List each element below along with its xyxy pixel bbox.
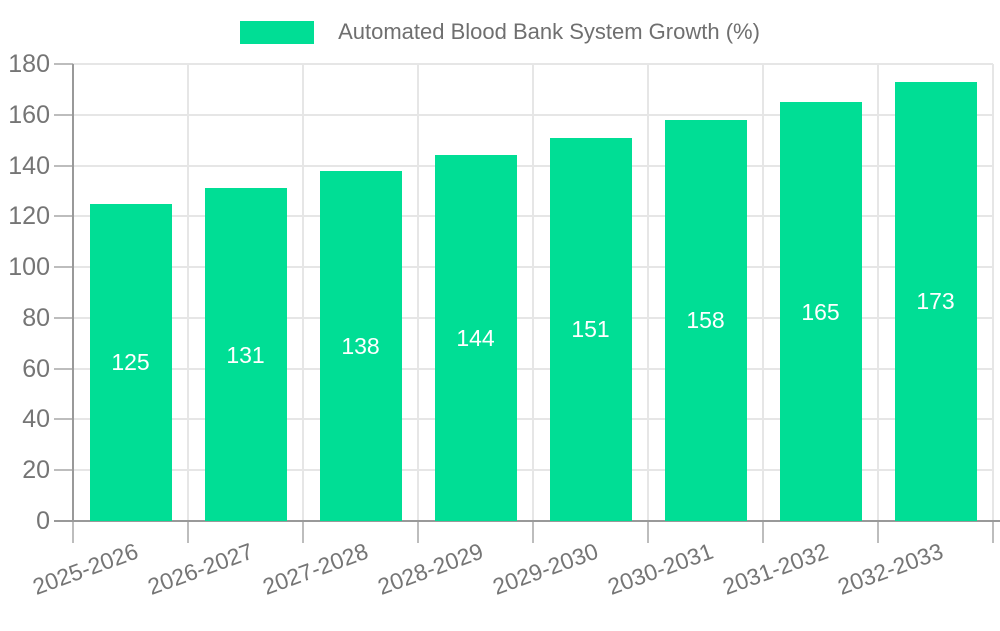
bar-2032-2033[interactable]: [894, 81, 977, 521]
legend-color-swatch: [240, 20, 315, 44]
y-tick-label: 120: [8, 202, 50, 231]
x-tick-label: 2027-2028: [258, 537, 371, 600]
x-gridline: [992, 64, 994, 521]
y-tick-label: 0: [36, 507, 50, 535]
y-tick-label: 20: [22, 456, 50, 485]
bar-2029-2030[interactable]: [549, 137, 632, 521]
x-gridline: [877, 64, 879, 521]
x-gridline: [417, 64, 419, 521]
y-tick-mark: [54, 367, 73, 370]
y-axis-line: [72, 64, 74, 521]
x-tick-label: 2028-2029: [373, 537, 486, 600]
x-tick-mark: [417, 521, 419, 543]
bar-2030-2031[interactable]: [664, 119, 747, 521]
y-tick-mark: [54, 113, 73, 116]
y-tick-label: 80: [22, 303, 50, 332]
y-tick-label: 40: [22, 405, 50, 434]
x-tick-mark: [992, 521, 994, 543]
x-tick-label: 2030-2031: [603, 537, 716, 600]
y-tick-label: 140: [8, 151, 50, 180]
y-tick-mark: [54, 164, 73, 167]
bar-value-label: 131: [226, 341, 265, 368]
x-tick-mark: [762, 521, 764, 543]
y-tick-mark: [54, 469, 73, 472]
bar-2028-2029[interactable]: [434, 155, 517, 521]
y-tick-mark: [54, 266, 73, 269]
y-tick-label: 160: [8, 100, 50, 129]
x-tick-label: 2032-2033: [833, 537, 946, 600]
bar-value-label: 158: [686, 307, 725, 334]
x-tick-mark: [187, 521, 189, 543]
bar-value-label: 151: [571, 316, 610, 343]
x-tick-label: 2031-2032: [718, 537, 831, 600]
bar-2027-2028[interactable]: [319, 170, 402, 521]
bar-2031-2032[interactable]: [779, 102, 862, 521]
x-tick-mark: [72, 521, 74, 543]
bar-value-label: 165: [801, 298, 840, 325]
chart-legend[interactable]: Automated Blood Bank System Growth (%): [0, 18, 1000, 46]
x-gridline: [647, 64, 649, 521]
bar-value-label: 173: [916, 288, 955, 315]
x-gridline: [532, 64, 534, 521]
x-tick-mark: [532, 521, 534, 543]
y-tick-mark: [54, 316, 73, 319]
y-tick-mark: [54, 63, 73, 65]
x-tick-label: 2026-2027: [143, 537, 256, 600]
bar-2026-2027[interactable]: [204, 188, 287, 521]
bar-value-label: 125: [111, 349, 150, 376]
y-tick-label: 60: [22, 354, 50, 383]
x-gridline: [762, 64, 764, 521]
plot-area: 0 20 40 60 80 100 120 140 160 180 125 2025-2026 131 2…: [8, 50, 1000, 600]
x-tick-mark: [302, 521, 304, 543]
x-tick-label: 2029-2030: [488, 537, 601, 600]
bar-value-label: 138: [341, 332, 380, 359]
y-tick-mark: [54, 215, 73, 218]
legend-series-label: Automated Blood Bank System Growth (%): [338, 19, 760, 44]
y-tick-mark: [54, 418, 73, 421]
x-gridline: [187, 64, 189, 521]
growth-bar-chart: Automated Blood Bank System Growth (%) 0…: [0, 18, 1000, 600]
x-tick-mark: [647, 521, 649, 543]
x-gridline: [302, 64, 304, 521]
x-axis-line: [54, 520, 1000, 522]
y-tick-label: 100: [8, 253, 50, 282]
y-tick-label: 180: [8, 50, 50, 78]
bar-value-label: 144: [456, 325, 495, 352]
x-tick-mark: [877, 521, 879, 543]
bar-2025-2026[interactable]: [89, 203, 172, 521]
